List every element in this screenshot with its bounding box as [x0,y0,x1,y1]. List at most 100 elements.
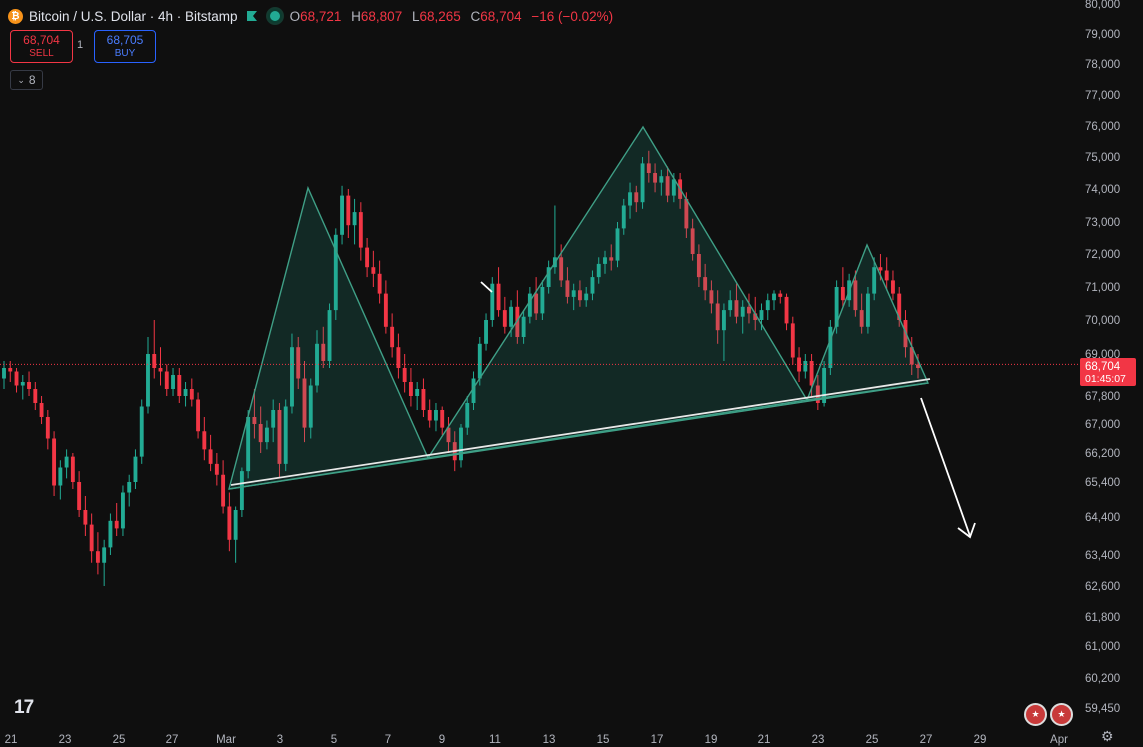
candle-body [909,347,914,365]
candle-body [859,310,864,327]
x-tick-label: 29 [974,734,987,746]
x-tick-label: 3 [277,734,283,746]
candle-body [496,283,501,311]
buy-button[interactable]: 68,705 BUY [94,30,156,63]
chevron-down-icon: ⌄ [17,74,25,85]
candle-body [628,192,632,206]
candle-body [89,524,94,552]
candle-body [95,551,100,563]
sell-price: 68,704 [23,32,60,47]
candle-body [459,427,463,461]
candle-body [308,385,313,428]
low-value: 68,265 [419,8,461,24]
us-flag-icon[interactable]: ★ [1024,703,1047,726]
sell-button[interactable]: 68,704 SELL [10,30,73,63]
candle-body [715,303,720,331]
candle-body [221,474,226,507]
bitcoin-icon[interactable]: ₿ [8,8,23,24]
candle-body [477,343,482,379]
candle-body [58,467,63,486]
symbol-title[interactable]: Bitcoin / U.S. Dollar · 4h · Bitstamp [29,8,238,24]
candle-body [20,382,25,386]
candle-body [177,375,182,396]
settings-gear-icon[interactable]: ⚙ [1101,728,1114,744]
us-flag-icon-2[interactable]: ★ [1050,703,1073,726]
candle-body [358,212,363,248]
candle-body [634,192,639,203]
last-price-value: 68,704 [1085,361,1121,373]
market-status-icon[interactable] [267,9,282,23]
candle-body [665,176,670,196]
order-quantity[interactable]: 1 [77,39,84,51]
candle-body [164,371,169,389]
candle-body [396,347,401,368]
candle-body [640,163,645,203]
last-price-tag-box [1080,358,1136,386]
indicators-toggle[interactable]: ⌄ 8 [10,70,43,90]
x-tick-label: 13 [543,734,556,746]
y-tick-label: 80,000 [1085,0,1120,11]
tradingview-logo: 17 [14,697,34,718]
candle-body [747,306,751,314]
candle-body [765,300,770,311]
y-tick-label: 59,450 [1085,703,1120,715]
candle-body [315,343,319,386]
y-tick-label: 62,600 [1085,581,1120,593]
indicators-count: 8 [28,73,36,87]
y-tick-label: 70,000 [1085,315,1120,327]
projection-arrow-head [957,522,976,539]
buy-price: 68,705 [106,32,144,47]
candle-body [133,456,138,482]
high-value: 68,807 [360,8,403,24]
candle-body [784,296,789,324]
candle-body [897,293,902,320]
candle-body [446,427,451,443]
candle-body [471,378,476,403]
flag-icon[interactable] [246,10,258,22]
candle-body [390,326,395,348]
close-label: C [470,8,481,24]
candle-body [264,427,269,443]
x-tick-label: 27 [166,734,179,746]
time-axis[interactable]: 21 23 25 27 Mar 3 5 7 9 11 13 15 17 19 21 23 25 27 29 Apr [5,734,1069,746]
x-tick-label: Mar [216,734,236,746]
x-tick-label: 25 [113,734,126,746]
candle-body [690,228,695,254]
candle-body [158,368,163,372]
candle-body [283,406,288,464]
candle-body [822,368,827,403]
candle-body [70,456,75,482]
candle-body [584,293,589,301]
candle-body [352,212,357,226]
candle-body [183,389,188,396]
candle-body [239,471,244,510]
candle-body [196,399,201,432]
candle-body [740,306,745,317]
x-tick-label: 9 [439,734,445,746]
candle-body [728,300,733,311]
high-label: H [351,8,361,24]
candle-body [671,179,676,196]
candle-body [252,417,257,424]
y-tick-label: 60,200 [1085,673,1120,685]
candle-body [809,361,814,386]
candle-body [759,310,764,320]
candle-body [709,290,714,304]
candle-body [565,280,570,297]
candle-body [139,406,144,457]
symbol-header: ₿ Bitcoin / U.S. Dollar · 4h · Bitstamp … [8,6,613,26]
candle-body [402,368,407,382]
candle-body [834,287,839,327]
head-triangle [426,125,809,459]
candle-body [546,267,551,287]
x-tick-label: 21 [5,734,18,746]
x-tick-label: 27 [920,734,933,746]
candle-body [427,410,432,421]
candle-body [772,293,776,301]
y-tick-label: 61,800 [1085,612,1120,624]
candle-body [646,163,651,173]
candle-body [659,176,664,183]
candle-body [14,371,19,386]
x-tick-label: 7 [385,734,391,746]
